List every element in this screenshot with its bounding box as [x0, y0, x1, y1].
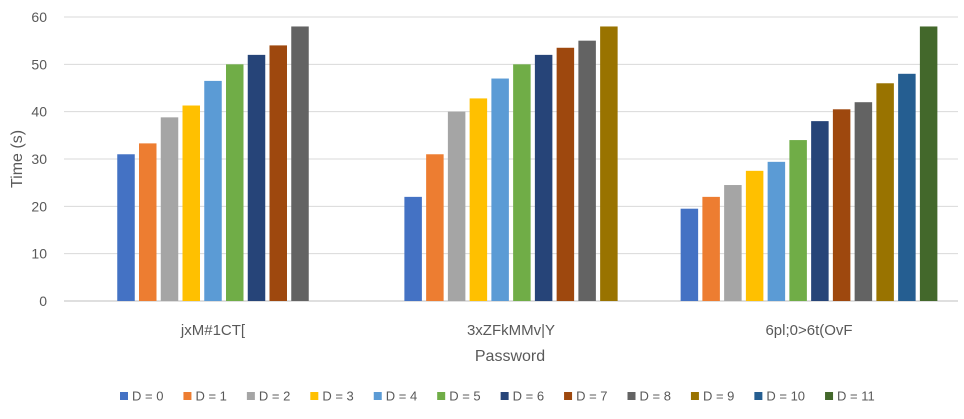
legend-item: D = 11	[825, 389, 875, 404]
legend-label: D = 10	[766, 389, 805, 404]
bar-d=3-1	[182, 105, 200, 301]
axes: 0 10 20 30 40 50 60 jxM#1CT[ 3xZFkMMv|Y 6pl;0>6t(…	[31, 9, 852, 339]
legend-item: D = 3	[310, 389, 354, 404]
bar-d=1-3	[702, 196, 720, 301]
y-axis-title: Time (s)	[9, 130, 26, 188]
bar-d=5-2	[513, 64, 531, 301]
legend-label: D = 1	[195, 389, 226, 404]
legend-label: D = 3	[322, 389, 353, 404]
legend-item: D = 9	[690, 389, 734, 404]
legend-swatch	[627, 392, 636, 400]
bar-d=4-1	[204, 80, 222, 302]
bar-d=4-3	[767, 161, 786, 301]
bar-d=7-3	[832, 109, 851, 301]
legend-item: D = 2	[246, 389, 290, 404]
legend-label: D = 4	[386, 389, 417, 404]
legend-item: D = 8	[627, 389, 671, 404]
bar-d=2-1	[160, 117, 179, 301]
legend: D = 0 D = 1 D = 2 D = 3 D = 4 D = 5 D = 6 D = 7…	[120, 389, 875, 404]
bar-d=2-3	[724, 185, 742, 301]
y-tick-label: 50	[31, 56, 47, 72]
legend-label: D = 5	[449, 389, 480, 404]
legend-item: D = 0	[120, 389, 163, 404]
legend-item: D = 1	[183, 389, 227, 404]
bar-d=9-3	[876, 83, 894, 302]
legend-item: D = 7	[564, 389, 608, 404]
bar-d=0-3	[680, 208, 699, 301]
x-tick-label: jxM#1CT[	[180, 322, 246, 339]
legend-item: D = 5	[437, 389, 481, 404]
legend-label: D = 0	[132, 389, 163, 404]
legend-item: D = 10	[754, 389, 805, 404]
y-tick-label: 60	[31, 9, 47, 25]
bar-d=5-1	[226, 64, 244, 301]
bar-d=6-2	[534, 54, 553, 302]
legend-swatch	[754, 392, 763, 400]
legend-swatch	[373, 392, 382, 400]
bar-d=8-3	[854, 102, 873, 301]
bar-d=8-2	[578, 40, 596, 302]
legend-swatch	[500, 392, 509, 400]
legend-label: D = 7	[576, 389, 607, 404]
legend-label: D = 8	[640, 389, 671, 404]
x-tick-label: 3xZFkMMv|Y	[467, 322, 555, 339]
legend-label: D = 9	[703, 389, 734, 404]
y-tick-label: 10	[31, 246, 47, 262]
legend-label: D = 2	[259, 389, 290, 404]
bars	[117, 26, 938, 302]
legend-swatch	[690, 392, 699, 400]
y-tick-label: 0	[39, 293, 47, 309]
bar-d=1-2	[426, 154, 444, 301]
bar-d=3-3	[745, 170, 764, 301]
bar-d=8-1	[291, 26, 309, 301]
bar-d=3-2	[469, 98, 488, 301]
y-tick-label: 20	[31, 198, 47, 214]
bar-d=10-3	[898, 73, 916, 301]
legend-item: D = 4	[373, 389, 417, 404]
bar-d=7-1	[269, 45, 287, 302]
y-tick-label: 40	[31, 104, 47, 120]
legend-swatch	[564, 392, 573, 400]
legend-swatch	[120, 392, 128, 400]
legend-label: D = 11	[837, 389, 875, 404]
x-axis-title: Password	[475, 348, 545, 365]
legend-item: D = 6	[500, 389, 544, 404]
bar-d=7-2	[556, 47, 575, 301]
y-tick-label: 30	[31, 151, 47, 167]
bar-d=5-3	[789, 140, 807, 301]
legend-swatch	[825, 392, 834, 400]
legend-swatch	[310, 392, 319, 400]
bar-d=0-1	[117, 154, 135, 301]
legend-swatch	[437, 392, 446, 400]
bar-d=9-2	[600, 26, 618, 301]
bar-d=2-2	[447, 111, 466, 301]
legend-swatch	[183, 392, 192, 400]
bar-d=11-3	[919, 26, 938, 301]
legend-swatch	[246, 392, 255, 400]
x-tick-label: 6pl;0>6t(OvF	[765, 322, 852, 339]
bar-d=6-3	[811, 121, 829, 301]
bar-d=4-2	[491, 78, 509, 301]
bar-d=1-1	[139, 143, 157, 301]
bar-d=0-2	[404, 196, 422, 301]
bar-d=6-1	[247, 54, 266, 302]
legend-label: D = 6	[513, 389, 544, 404]
